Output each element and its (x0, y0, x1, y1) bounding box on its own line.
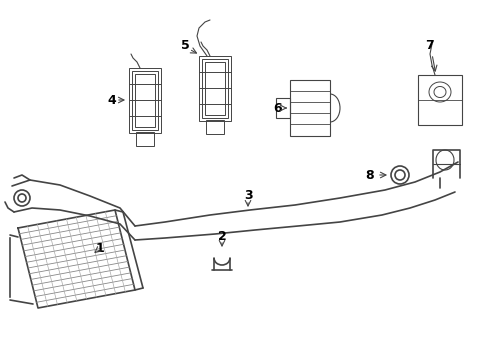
Bar (290, 80, 330, 136)
Bar (135, 74, 155, 127)
Text: 6: 6 (274, 102, 282, 114)
Bar (136, 132, 154, 146)
Text: 8: 8 (366, 168, 374, 181)
Text: 3: 3 (244, 189, 252, 202)
Text: 2: 2 (218, 230, 226, 243)
Bar (132, 71, 158, 130)
Bar (205, 62, 225, 115)
Bar (276, 98, 290, 118)
Bar (418, 75, 462, 125)
Bar (129, 68, 161, 133)
Text: 7: 7 (426, 39, 434, 51)
Text: 5: 5 (181, 39, 189, 51)
Text: 1: 1 (96, 242, 104, 255)
Text: 4: 4 (108, 94, 117, 107)
Bar (206, 120, 224, 134)
Bar (202, 59, 228, 118)
Bar (199, 56, 231, 121)
